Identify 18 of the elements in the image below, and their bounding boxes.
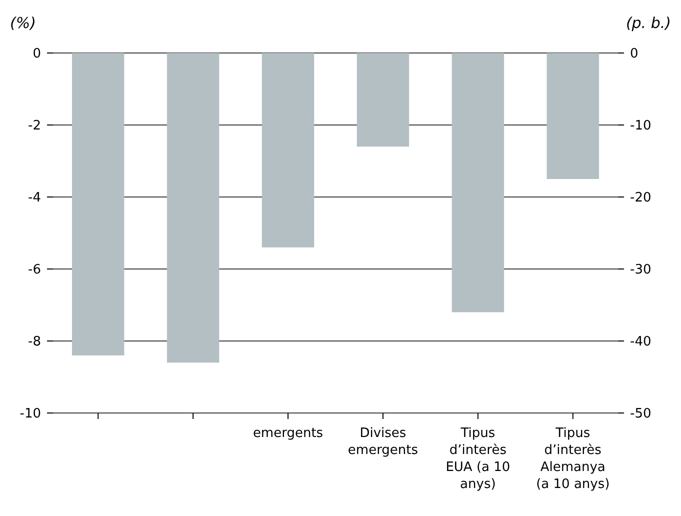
y2-tick-label: -20 [630,190,652,206]
y-axis-title: (%) [10,14,36,32]
x-tick-label: emergents [252,426,324,441]
y2-tick-label: -40 [630,334,652,350]
x-tick-label: Divises emergents [348,426,418,458]
y2-tick-label: -10 [630,118,652,134]
x-tick-label: Tipus d’interès Alemanya (a 10 anys) [536,426,610,492]
y-tick-label: -10 [20,406,41,422]
y-tick-label: 0 [32,46,41,62]
y2-axis-title: (p. b.) [626,14,671,32]
y2-tick-label: -50 [630,406,652,422]
y-tick-label: -4 [28,190,41,206]
y-tick-label: -6 [28,262,41,278]
x-tick-label: Tipus d’interès EUA (a 10 anys) [446,426,510,492]
y-tick-label: -8 [28,334,41,350]
y2-tick-label: -30 [630,262,652,278]
y-tick-label: -2 [28,118,41,134]
y2-tick-label: 0 [630,46,638,62]
